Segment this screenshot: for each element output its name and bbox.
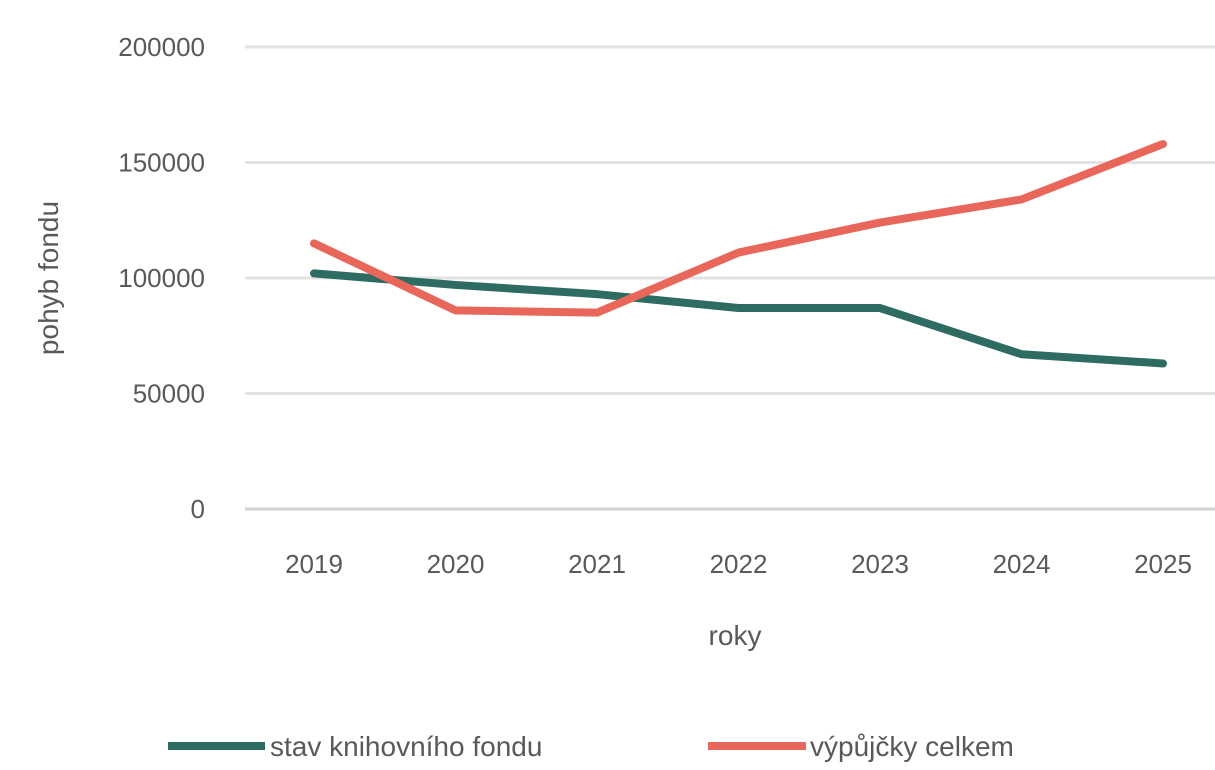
y-tick-label: 150000 xyxy=(118,148,205,178)
x-tick-label: 2024 xyxy=(993,549,1051,579)
x-axis-ticks: 2019 2020 2021 2022 2023 2024 2025 xyxy=(285,549,1192,579)
y-axis-ticks: 0 50000 100000 150000 200000 xyxy=(118,32,205,524)
x-tick-label: 2023 xyxy=(851,549,909,579)
series-line-2 xyxy=(310,140,1167,317)
legend-label-1: stav knihovního fondu xyxy=(270,731,542,762)
series-lines xyxy=(310,140,1167,368)
legend: stav knihovního fondu výpůjčky celkem xyxy=(168,731,1014,762)
x-tick-label: 2020 xyxy=(427,549,485,579)
x-tick-label: 2021 xyxy=(568,549,626,579)
x-tick-label: 2019 xyxy=(285,549,343,579)
y-tick-label: 50000 xyxy=(133,379,205,409)
series-line-1 xyxy=(310,269,1167,368)
x-tick-label: 2025 xyxy=(1134,549,1192,579)
x-tick-label: 2022 xyxy=(710,549,768,579)
y-tick-label: 100000 xyxy=(118,263,205,293)
y-tick-label: 0 xyxy=(191,494,205,524)
y-axis-title: pohyb fondu xyxy=(33,201,64,355)
x-axis-title: roky xyxy=(709,620,762,651)
legend-label-2: výpůjčky celkem xyxy=(810,731,1014,762)
y-tick-label: 200000 xyxy=(118,32,205,62)
